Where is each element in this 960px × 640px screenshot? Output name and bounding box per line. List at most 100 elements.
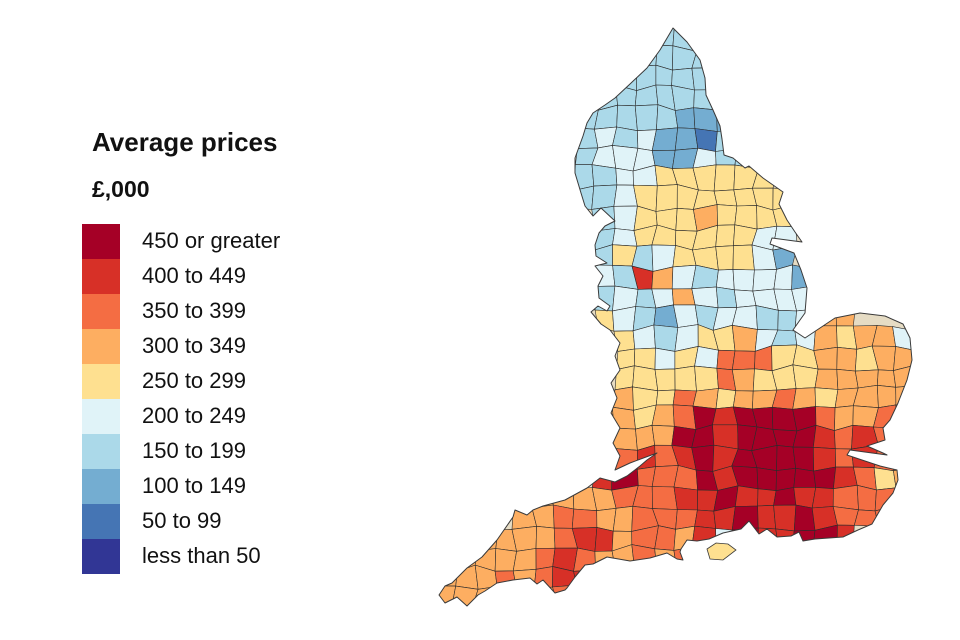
district-cell — [832, 506, 859, 526]
district-cell — [494, 548, 517, 572]
district-cell — [594, 427, 615, 449]
district-cell — [512, 548, 537, 572]
district-cell — [612, 406, 636, 430]
district-cell — [596, 507, 617, 532]
district-cell — [777, 309, 797, 332]
district-cell — [453, 525, 478, 552]
district-cell — [715, 130, 737, 152]
district-cell — [854, 369, 879, 389]
district-cell — [715, 388, 737, 410]
district-cell — [674, 107, 696, 129]
district-cell — [439, 545, 458, 572]
district-cell — [673, 525, 696, 551]
district-cell — [613, 330, 636, 352]
district-cell — [655, 28, 675, 47]
district-cell — [651, 127, 679, 151]
district-cell — [692, 388, 719, 410]
district-cell — [451, 585, 479, 606]
district-cell — [653, 9, 679, 27]
district-cell — [654, 548, 677, 567]
district-cell — [732, 390, 754, 410]
legend-swatch — [82, 328, 120, 364]
england-choropleth-map — [415, 8, 935, 628]
district-cell — [731, 527, 759, 551]
district-cell — [674, 127, 699, 151]
district-cell — [814, 387, 839, 408]
legend-title: Average prices — [92, 127, 278, 157]
district-cell — [772, 187, 798, 211]
district-cell — [732, 244, 755, 271]
district-cell — [894, 428, 912, 448]
district-cell — [651, 404, 675, 427]
district-cell — [613, 66, 637, 91]
district-cell — [591, 184, 618, 210]
district-cell — [511, 525, 537, 552]
isle-of-wight — [706, 542, 737, 561]
district-cell — [813, 466, 837, 490]
legend-label: 200 to 249 — [142, 403, 246, 429]
legend-label: 50 to 99 — [142, 508, 222, 534]
district-cell — [472, 526, 499, 552]
district-cell — [552, 504, 575, 529]
district-cell — [653, 324, 679, 352]
district-cell — [814, 368, 839, 390]
district-cell — [451, 604, 478, 606]
district-cell — [792, 446, 815, 472]
legend-items: 450 or greater 400 to 449 350 to 399 300 to… — [82, 223, 412, 574]
district-cell — [673, 486, 698, 511]
legend-swatch — [82, 258, 120, 294]
district-cells — [439, 8, 912, 606]
legend-item: 350 to 399 — [82, 293, 412, 329]
district-cell — [833, 466, 858, 490]
district-cell — [591, 164, 618, 187]
england-map-svg — [438, 8, 913, 607]
district-cell — [573, 547, 596, 572]
district-cell — [612, 306, 637, 332]
district-cell — [674, 8, 697, 27]
district-cell — [793, 504, 816, 532]
district-cell — [613, 46, 639, 72]
legend-item: 300 to 349 — [82, 328, 412, 364]
district-cell — [612, 505, 634, 532]
district-cell — [715, 269, 735, 291]
district-cell — [731, 368, 755, 392]
district-cell — [636, 44, 658, 67]
district-cell — [811, 487, 834, 509]
district-cell — [511, 590, 536, 606]
district-cell — [439, 585, 457, 606]
district-cell — [757, 527, 779, 551]
district-cell — [611, 427, 638, 451]
district-cell — [591, 566, 619, 587]
district-cell — [775, 467, 797, 492]
district-cell — [673, 304, 699, 328]
district-cell — [631, 544, 657, 572]
district-cell — [834, 448, 854, 468]
district-cell — [895, 404, 912, 432]
district-cell — [874, 487, 897, 512]
district-cell — [873, 467, 897, 491]
district-cell — [792, 364, 819, 389]
legend-label: less than 50 — [142, 543, 261, 569]
district-cell — [773, 504, 797, 532]
district-cell — [793, 467, 817, 488]
district-cell — [856, 484, 877, 512]
district-cell — [713, 189, 738, 207]
district-cell — [715, 286, 738, 309]
district-cell — [571, 286, 596, 311]
district-cell — [573, 569, 596, 587]
district-cell — [757, 488, 777, 507]
district-cell — [616, 104, 638, 132]
district-cell — [635, 28, 658, 52]
district-cell — [651, 486, 678, 510]
district-cell — [612, 126, 639, 149]
district-cell — [696, 28, 717, 52]
district-cell — [694, 509, 717, 529]
district-cell — [713, 164, 736, 192]
legend-unit: £,000 — [92, 175, 150, 202]
district-cell — [715, 224, 736, 248]
legend-label: 300 to 349 — [142, 333, 246, 359]
district-cell — [612, 228, 638, 247]
district-cell — [757, 504, 777, 530]
district-cell — [792, 387, 816, 410]
